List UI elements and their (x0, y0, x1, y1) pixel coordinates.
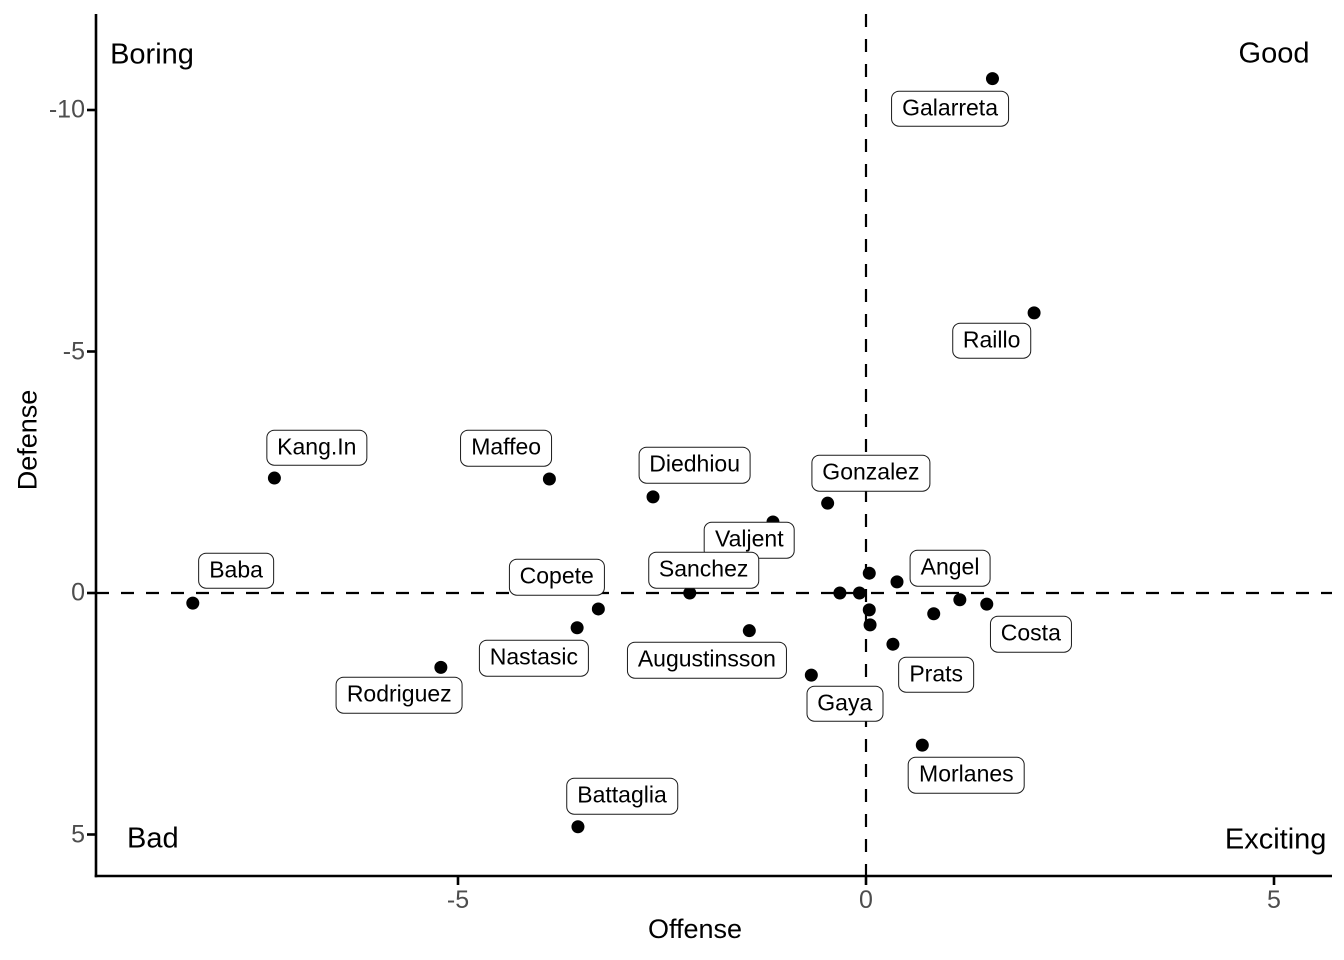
point-label-baba: Baba (198, 552, 274, 590)
point-label-morlanes: Morlanes (908, 756, 1025, 794)
quadrant-label-bad: Bad (127, 822, 179, 855)
point-label-diedhiou: Diedhiou (638, 447, 752, 484)
data-point-raillo (1027, 306, 1041, 320)
data-point (886, 637, 900, 651)
y-tick-label: 0 (71, 578, 85, 607)
data-point-galarreta (985, 72, 999, 86)
quadrant-label-boring: Boring (110, 38, 194, 71)
data-point-angel (890, 575, 904, 589)
point-label-battaglia: Battaglia (566, 778, 678, 815)
point-label-angel: Angel (909, 550, 991, 587)
point-label-kang-in: Kang.In (266, 429, 368, 466)
data-point-copete (591, 602, 605, 616)
point-label-nastasic: Nastasic (478, 639, 589, 677)
point-label-maffeo: Maffeo (460, 429, 553, 467)
data-point-kang-in (267, 471, 281, 485)
y-tick-label: 5 (71, 820, 85, 848)
y-tick-label: -10 (48, 95, 85, 124)
y-axis-title: Defense (12, 389, 43, 491)
data-point-maffeo (542, 472, 556, 486)
data-point-sanchez (683, 586, 697, 600)
point-label-augustinsson: Augustinsson (626, 641, 787, 679)
x-tick-label: 0 (859, 886, 873, 914)
data-point-gaya (804, 668, 818, 682)
quadrant-label-good: Good (1238, 37, 1310, 70)
data-point (862, 566, 876, 580)
x-tick-label: 5 (1267, 886, 1281, 914)
x-tick-label: -5 (446, 886, 470, 914)
y-tick-label: -5 (62, 337, 85, 365)
data-point-baba (186, 596, 200, 610)
data-point-prats (927, 607, 941, 621)
data-point (833, 586, 847, 600)
point-label-raillo: Raillo (951, 322, 1032, 360)
x-axis-title: Offense (647, 914, 743, 944)
data-point-rodriguez (434, 660, 448, 674)
data-point-diedhiou (646, 490, 660, 504)
data-point (863, 618, 877, 632)
point-label-galarreta: Galarreta (891, 90, 1009, 127)
point-label-costa: Costa (989, 615, 1072, 653)
data-point-augustinsson (742, 624, 756, 638)
data-point (953, 593, 967, 607)
data-point-battaglia (571, 820, 585, 834)
point-label-copete: Copete (508, 558, 605, 596)
data-point (862, 603, 876, 617)
point-label-sanchez: Sanchez (647, 552, 760, 589)
data-point-costa (980, 597, 994, 611)
point-label-gonzalez: Gonzalez (811, 454, 931, 492)
data-point-gonzalez (821, 496, 835, 510)
point-label-gaya: Gaya (806, 685, 884, 722)
point-label-prats: Prats (898, 656, 975, 693)
data-point (852, 586, 866, 600)
data-point-morlanes (915, 738, 929, 752)
data-point-nastasic (570, 621, 584, 635)
quadrant-label-exciting: Exciting (1224, 823, 1327, 856)
point-label-rodriguez: Rodriguez (335, 676, 463, 714)
